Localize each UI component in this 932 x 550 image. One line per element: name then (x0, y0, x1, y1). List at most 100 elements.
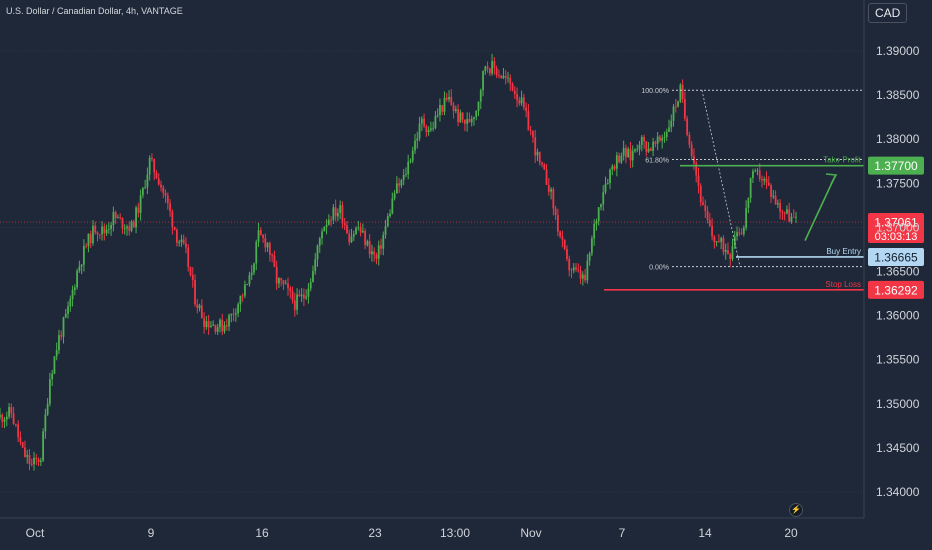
candle (144, 179, 147, 190)
trade-level-price-tag (868, 280, 924, 299)
candle-body (788, 209, 791, 222)
candle-body (53, 356, 56, 374)
candle-body (724, 250, 727, 253)
candle (740, 228, 743, 235)
candle (28, 448, 31, 471)
candle (389, 209, 391, 218)
candle-body (795, 216, 797, 218)
candle (543, 162, 546, 171)
candle-body (545, 169, 548, 185)
candle-body (679, 84, 682, 102)
candle-body (5, 416, 8, 420)
candle (275, 260, 278, 290)
candle (613, 164, 616, 172)
candle (448, 90, 450, 103)
candle (566, 245, 568, 262)
candle-body (228, 315, 230, 327)
candle-body (128, 226, 131, 231)
candle-body (268, 243, 271, 255)
candle (137, 202, 140, 218)
candle (511, 82, 514, 92)
candle (178, 239, 181, 247)
candle (334, 199, 337, 222)
candle-body (348, 233, 351, 243)
candle (330, 216, 332, 227)
candle-body (670, 120, 673, 128)
candle (647, 142, 650, 153)
candle-body (407, 161, 410, 175)
candle-body (157, 178, 160, 185)
candle (586, 254, 589, 284)
candle (484, 65, 487, 75)
candle-body (264, 238, 267, 248)
candle (461, 112, 464, 124)
candle-body (600, 204, 602, 208)
candle-body (756, 170, 759, 172)
candle-body (26, 454, 29, 457)
candle (203, 312, 206, 334)
candle-body (48, 379, 51, 404)
candle-body (593, 223, 596, 239)
candle-body (699, 185, 702, 203)
candle (395, 176, 398, 194)
candle (155, 170, 158, 179)
candle-body (284, 283, 287, 285)
candle-body (187, 247, 190, 267)
candle-body (185, 243, 187, 248)
candle-body (64, 313, 67, 318)
candle-body (532, 131, 534, 138)
candle-body (665, 131, 668, 138)
candle-body (738, 232, 741, 234)
candle (110, 222, 113, 236)
candle-body (341, 205, 344, 224)
candle (405, 167, 407, 178)
candle (130, 220, 133, 233)
candle (73, 284, 76, 296)
candle-body (536, 151, 539, 156)
candle (688, 131, 691, 149)
candle-body (280, 278, 283, 281)
candle (516, 87, 518, 108)
trade-level-price-tag (868, 247, 924, 266)
candle-body (758, 170, 761, 179)
trade-overlays: 100.00% 61.80% 0.00% Take Profit 1.37700 Buy … (0, 88, 924, 299)
candle-body (35, 457, 38, 460)
candle (273, 250, 276, 268)
candle-body (473, 117, 475, 119)
last-price-value: 1.37061 (874, 216, 918, 230)
candle (323, 226, 326, 232)
candle (695, 160, 698, 183)
lightning-icon[interactable]: ⚡ (789, 503, 803, 517)
candle-body (257, 230, 260, 242)
candle (35, 454, 38, 466)
currency-badge[interactable]: CAD (868, 3, 908, 23)
candle (749, 177, 752, 203)
candle (398, 177, 401, 194)
candle-body (645, 141, 648, 152)
candle-body (98, 234, 101, 236)
candle (577, 263, 580, 273)
candle-body (0, 414, 1, 418)
candle-body (259, 230, 262, 236)
candle-body (507, 77, 509, 79)
candle (409, 158, 412, 164)
time-tick-label: 23 (368, 526, 382, 540)
candle-body (597, 207, 600, 222)
candle (305, 289, 308, 300)
candle (724, 243, 727, 260)
candle-body (275, 266, 278, 284)
candle (175, 228, 178, 247)
candle (157, 173, 160, 186)
candle (386, 213, 389, 228)
candle-body (425, 126, 428, 133)
candle (257, 222, 260, 247)
candle-body (60, 335, 63, 337)
candle (366, 239, 369, 247)
candle-body (366, 240, 369, 246)
candle (3, 416, 6, 429)
candle-body (561, 236, 564, 240)
candle-body (83, 245, 85, 265)
candle-body (547, 184, 550, 192)
candle (71, 285, 74, 307)
